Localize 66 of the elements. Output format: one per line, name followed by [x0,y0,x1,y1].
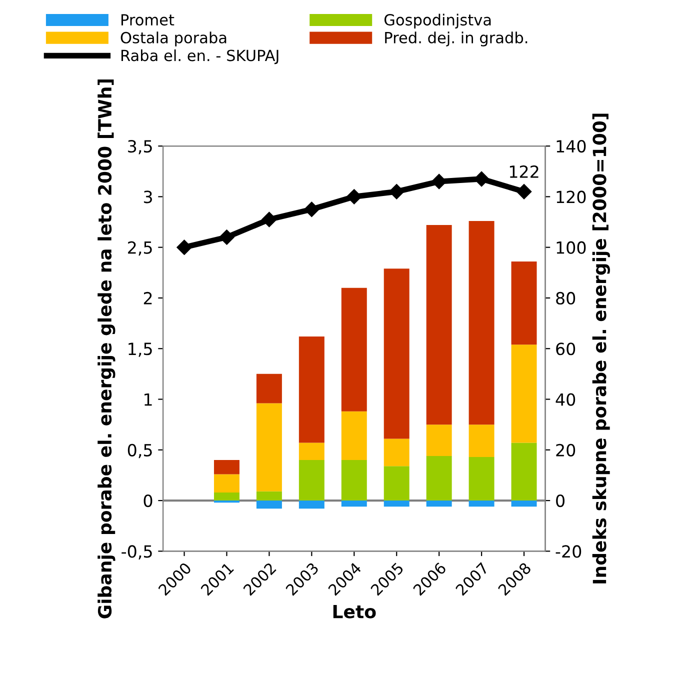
x-axis-title: Leto [333,604,376,618]
legend-label: Gospodinjstva [384,14,491,29]
bar [256,491,282,501]
y2-tick-label: 80 [556,292,576,305]
y2-tick-label: 20 [556,444,576,456]
point [389,184,404,200]
bar [298,460,324,501]
bar [298,500,324,509]
bar [426,225,452,425]
y-axis-title: Gibanje porabe el. energije glede na leto 2000 [TWh] [98,80,116,618]
bar [384,466,410,501]
bar [426,500,452,507]
point [262,212,277,228]
bar [511,262,537,345]
legend-label: Pred. dej. in gradb. [385,32,528,46]
bar [341,288,367,412]
point [516,184,532,200]
point [432,174,447,190]
point [346,189,362,204]
y2-tick-label: 120 [556,190,586,204]
bar [426,456,452,501]
y2-tick-label: 100 [556,241,586,254]
bar [256,500,282,509]
point [219,230,234,245]
bar [511,344,537,443]
y2-axis-title: Indeks skupne porabe el. energije [2000=100] [592,114,610,584]
bar [384,500,410,507]
bar [341,500,367,507]
point [176,240,192,255]
bar [511,500,537,507]
y-tick-label: -0,5 [122,545,152,560]
y-tick-label: 2,5 [128,241,152,256]
y2-tick-label: 140 [556,140,586,153]
y-tick-label: 0,5 [128,444,152,458]
bar [468,220,494,425]
bar [468,424,494,457]
bar [298,336,324,443]
legend-label: Ostala poraba [120,32,226,46]
bar [298,442,324,460]
bar [384,438,410,466]
bar [214,474,240,492]
point [304,202,320,217]
bar [384,268,410,439]
y2-tick-label: 0 [556,494,564,508]
bar [468,456,494,501]
bar [214,460,240,474]
y-tick-label: 2 [144,292,152,304]
bar [468,500,494,507]
y2-tick-label: 60 [556,342,576,356]
y-tick-label: 1 [144,393,152,406]
y-tick-label: 3 [144,190,152,204]
y2-tick-label: -20 [556,545,582,558]
bar [341,411,367,460]
bar [256,403,282,492]
y-tick-label: 0 [144,494,152,508]
y2-tick-label: 40 [556,393,576,406]
bar [341,460,367,501]
y-tick-label: 1,5 [128,342,152,357]
legend-label: Promet [121,14,174,26]
bar [511,442,537,501]
bar [426,424,452,456]
bar [256,374,282,404]
data-label: 122 [510,165,538,178]
bar [214,492,240,501]
y-tick-label: 3,5 [128,140,152,154]
legend-label: Raba el. en. - SKUPAJ [121,49,278,64]
